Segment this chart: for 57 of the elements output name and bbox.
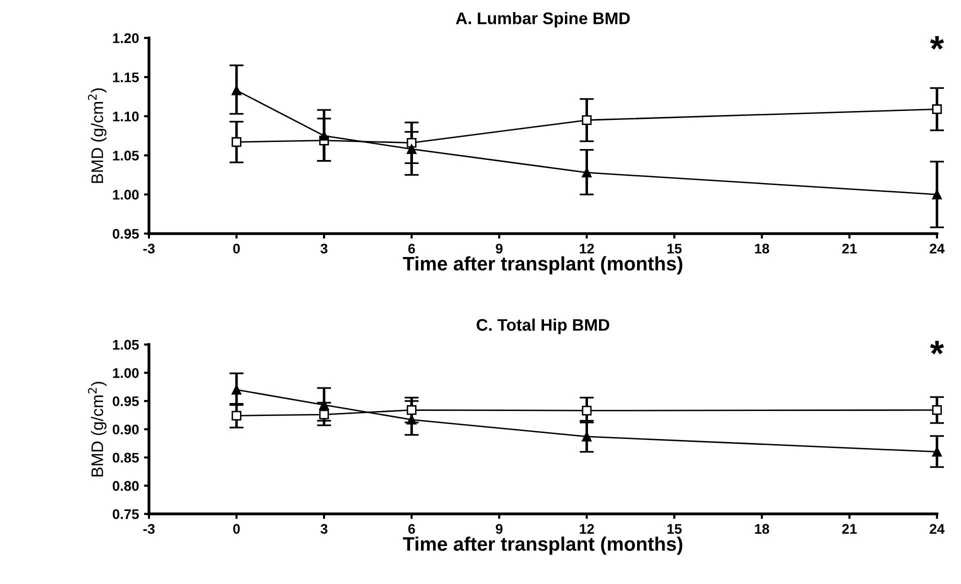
x-tick-label: 18 — [755, 244, 770, 254]
y-tick-label: 1.00 — [113, 190, 139, 200]
y-axis-title: BMD (g/cm$^{2}$) — [88, 382, 106, 476]
y-tick-label: 0.95 — [112, 228, 139, 239]
x-tick-label: 18 — [755, 524, 770, 534]
point — [232, 137, 242, 147]
point — [932, 104, 942, 114]
point — [406, 144, 416, 154]
point — [582, 115, 592, 125]
y-tick-label: 1.00 — [113, 368, 139, 378]
point — [232, 86, 242, 96]
x-tick-label: -3 — [143, 244, 155, 254]
y-tick-label: 1.05 — [113, 340, 139, 350]
y-tick-label: 1.05 — [113, 150, 139, 161]
x-tick-label: 3 — [320, 244, 328, 254]
point — [932, 446, 942, 457]
chart-title: C. Total Hip BMD — [476, 318, 610, 334]
x-tick-label: 6 — [408, 524, 415, 534]
y-tick-label: 0.95 — [112, 396, 139, 406]
x-tick-label: 21 — [842, 524, 857, 534]
x-tick-label: 9 — [496, 524, 503, 534]
x-tick-label: 0 — [233, 244, 240, 254]
y-tick-label: 1.15 — [113, 72, 139, 82]
x-tick-label: 21 — [842, 244, 857, 254]
point — [406, 405, 416, 415]
point — [932, 405, 942, 415]
x-tick-label: 12 — [580, 244, 594, 254]
point — [232, 384, 242, 395]
x-tick-label: 0 — [233, 524, 240, 534]
chart-title: A. Lumbar Spine BMD — [456, 12, 630, 28]
annotation: * — [930, 36, 944, 50]
point — [932, 190, 942, 200]
x-axis-title: Time after transplant (months) — [402, 256, 682, 274]
x-tick-label: 24 — [930, 524, 945, 534]
x-tick-label: 3 — [320, 524, 328, 534]
point — [406, 414, 416, 425]
y-tick-label: 0.85 — [112, 452, 139, 463]
y-tick-label: 0.75 — [112, 509, 139, 520]
point — [319, 400, 329, 410]
x-tick-label: 15 — [667, 524, 682, 534]
y-axis-title: BMD (g/cm$^{2}$) — [88, 88, 106, 183]
point — [232, 410, 242, 421]
x-tick-label: 9 — [496, 244, 503, 254]
annotation: * — [930, 340, 944, 354]
y-tick-label: 1.10 — [113, 112, 139, 122]
y-tick-label: 1.20 — [113, 33, 139, 44]
x-tick-label: 15 — [667, 244, 682, 254]
x-tick-label: 12 — [580, 524, 594, 534]
x-tick-label: 6 — [408, 244, 415, 254]
point — [319, 410, 329, 420]
y-tick-label: 0.80 — [112, 481, 139, 491]
y-tick-label: 0.90 — [112, 424, 139, 434]
point — [319, 130, 329, 141]
x-tick-label: -3 — [143, 524, 155, 534]
x-axis-title: Time after transplant (months) — [402, 536, 682, 555]
x-tick-label: 24 — [930, 244, 945, 254]
point — [582, 406, 592, 416]
